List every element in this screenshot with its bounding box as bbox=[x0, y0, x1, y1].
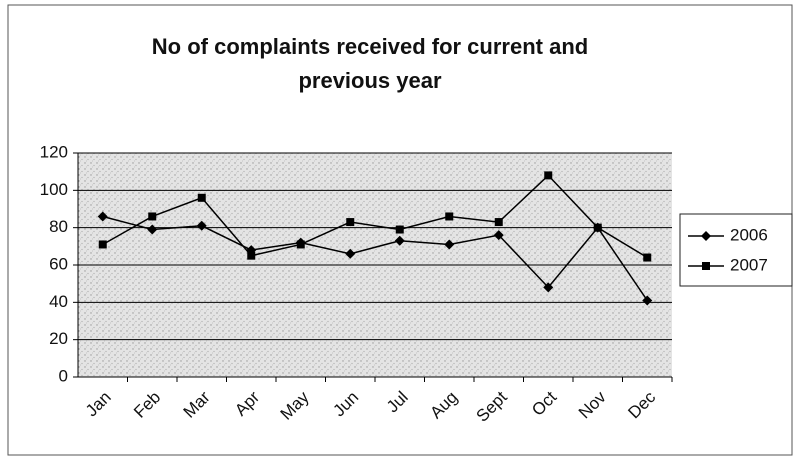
chart-title: No of complaints received for current an… bbox=[151, 34, 589, 93]
marker bbox=[98, 240, 107, 249]
y-tick-label: 40 bbox=[49, 292, 68, 311]
legend-box bbox=[679, 213, 793, 287]
marker bbox=[346, 218, 355, 227]
marker bbox=[247, 251, 256, 260]
y-tick-label: 20 bbox=[49, 329, 68, 348]
x-tick-label: Feb bbox=[130, 388, 164, 422]
marker bbox=[493, 230, 504, 241]
marker bbox=[494, 218, 503, 227]
x-tick-label: Mar bbox=[180, 387, 214, 421]
x-tick-label: Aug bbox=[426, 388, 461, 423]
marker bbox=[543, 282, 554, 293]
marker bbox=[345, 248, 356, 259]
x-tick-label: Nov bbox=[575, 387, 610, 422]
x-tick-label: Jun bbox=[329, 388, 362, 421]
marker bbox=[701, 231, 711, 241]
marker bbox=[643, 253, 652, 262]
marker bbox=[544, 171, 553, 180]
series-line bbox=[102, 215, 648, 301]
marker bbox=[148, 212, 157, 221]
marker bbox=[445, 212, 454, 221]
y-tick-label: 80 bbox=[49, 217, 68, 236]
marker bbox=[593, 223, 602, 232]
marker bbox=[296, 240, 305, 249]
marker bbox=[147, 224, 158, 235]
y-tick-label: 100 bbox=[40, 180, 68, 199]
marker bbox=[394, 235, 405, 246]
legend-label: 2006 bbox=[730, 225, 768, 244]
marker bbox=[197, 193, 206, 202]
x-tick-label: Oct bbox=[528, 387, 560, 419]
marker bbox=[395, 225, 404, 234]
marker bbox=[444, 239, 455, 250]
x-tick-label: Sept bbox=[473, 387, 511, 425]
series-line bbox=[102, 174, 648, 259]
marker bbox=[702, 262, 710, 270]
marker bbox=[642, 295, 653, 306]
legend-label: 2007 bbox=[730, 255, 768, 274]
x-tick-label: May bbox=[277, 387, 313, 423]
y-tick-label: 120 bbox=[40, 142, 68, 161]
y-tick-label: 0 bbox=[59, 366, 68, 385]
x-tick-label: Apr bbox=[231, 387, 263, 419]
y-tick-label: 60 bbox=[49, 254, 68, 273]
x-tick-label: Jul bbox=[383, 388, 412, 417]
marker bbox=[196, 220, 207, 231]
marker bbox=[97, 211, 108, 222]
x-tick-label: Dec bbox=[624, 387, 659, 422]
x-tick-label: Jan bbox=[82, 388, 115, 421]
